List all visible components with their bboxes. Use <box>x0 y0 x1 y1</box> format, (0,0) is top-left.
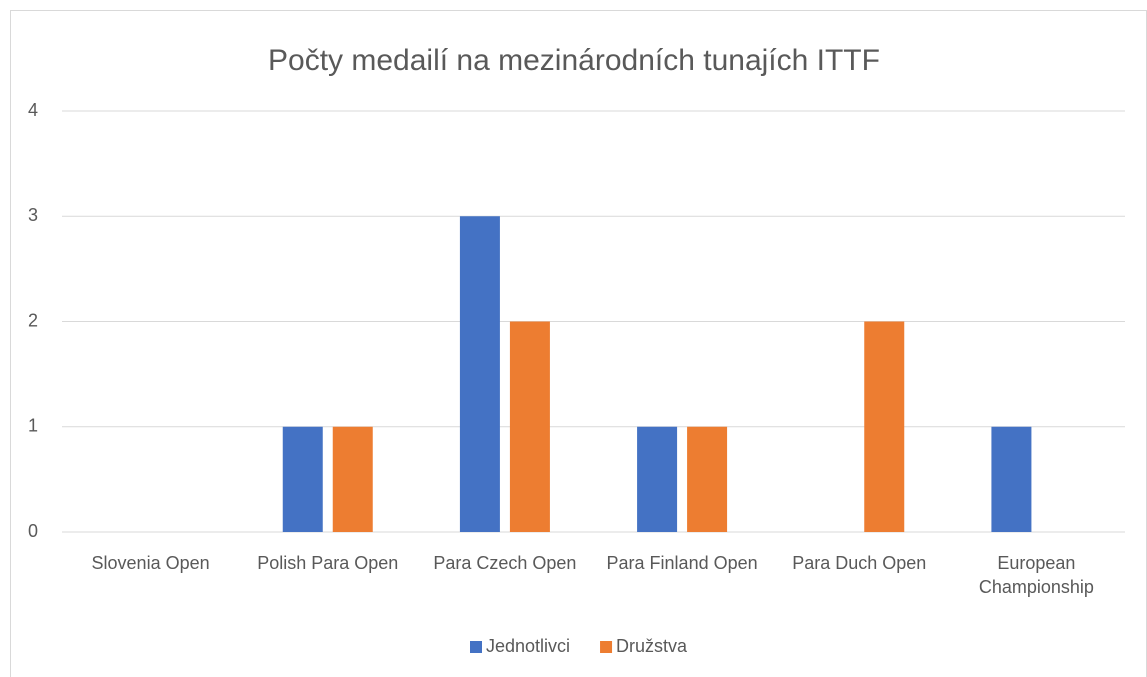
x-tick-label: Slovenia Open <box>91 553 210 573</box>
bar <box>459 216 500 532</box>
bar <box>864 321 905 532</box>
x-tick-label: Para Czech Open <box>433 553 577 573</box>
bar <box>509 321 550 532</box>
chart-title: Počty medailí na mezinárodních tunajích … <box>268 44 880 77</box>
y-tick-label: 4 <box>28 100 38 120</box>
x-tick-label: European Championship <box>978 553 1094 597</box>
y-tick-label: 1 <box>28 416 38 436</box>
bar <box>991 426 1032 532</box>
legend-swatch <box>470 641 482 653</box>
y-tick-label: 3 <box>28 205 38 225</box>
x-tick-label: Para Duch Open <box>792 553 927 573</box>
x-tick-label: Para Finland Open <box>606 553 758 573</box>
legend-label: Jednotlivci <box>486 636 570 656</box>
bar <box>282 426 323 532</box>
bar <box>332 426 373 532</box>
x-tick-label: Polish Para Open <box>257 553 399 573</box>
bar <box>637 426 678 532</box>
legend-swatch <box>600 641 613 653</box>
bar <box>687 426 728 532</box>
y-tick-label: 2 <box>28 310 38 330</box>
legend-label: Družstva <box>616 636 688 656</box>
y-tick-label: 0 <box>28 521 38 541</box>
